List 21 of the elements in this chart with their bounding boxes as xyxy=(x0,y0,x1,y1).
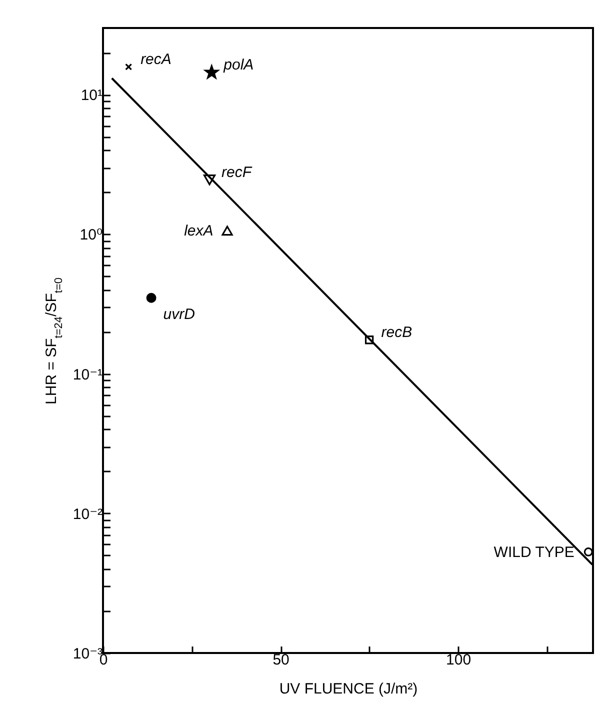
point xyxy=(204,65,219,79)
y-tick-label: 10⁻¹ xyxy=(72,366,102,384)
y-tick-label: 10¹ xyxy=(80,87,102,104)
y-tick-label: 10⁻² xyxy=(72,506,102,523)
series-label: recF xyxy=(222,164,252,181)
point xyxy=(125,63,132,70)
point xyxy=(203,174,216,186)
point xyxy=(364,336,374,344)
point xyxy=(584,547,593,556)
series-label: uvrD xyxy=(163,306,196,323)
x-tick-label: 100 xyxy=(446,652,472,668)
series-label: polA xyxy=(222,56,254,74)
series-label: WILD TYPE xyxy=(494,544,574,561)
x-tick-label: 50 xyxy=(272,652,290,668)
x-axis-title: UV FLUENCE (J/m²) xyxy=(279,680,418,698)
point xyxy=(146,292,156,303)
series-label: recA xyxy=(140,50,172,68)
y-tick-label: 10⁰ xyxy=(80,226,102,244)
series-label: lexA xyxy=(184,222,214,240)
series-label: recB xyxy=(381,324,412,341)
point xyxy=(222,226,233,236)
